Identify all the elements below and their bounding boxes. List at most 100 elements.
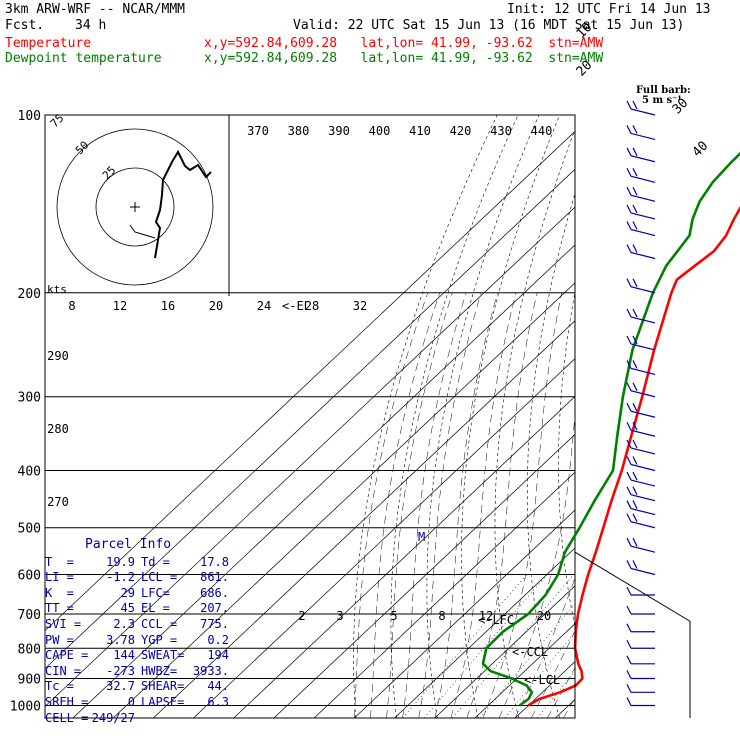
wind-barb: [626, 439, 656, 455]
wind-barb-feather: [632, 147, 638, 157]
hodograph-speed-label: 20: [209, 299, 223, 313]
parcel-info-cell: LI =: [45, 570, 74, 585]
wind-barb-staff: [630, 507, 656, 516]
wind-barb: [626, 204, 656, 220]
wind-barb-staff: [630, 367, 656, 376]
wind-barb-staff: [630, 251, 656, 260]
moist-adiabat: [547, 667, 575, 718]
wind-barb-feather: [626, 382, 632, 392]
parcel-info-row: K = 29 LFC= 686.: [45, 586, 230, 602]
hodograph-ring: [95, 167, 175, 247]
pressure-label: 700: [18, 608, 41, 623]
wind-barb-feather: [626, 402, 632, 412]
wind-barb-feather: [626, 221, 632, 230]
isotherm-label: 10: [574, 20, 596, 42]
hodograph-unit: kts: [47, 283, 67, 296]
parcel-info-cell: SHEAR=: [141, 679, 185, 694]
parcel-info-cell: 861.: [200, 570, 229, 585]
wind-barb: [626, 421, 656, 437]
dry-adiabat: [353, 115, 498, 718]
wind-barb-staff: [630, 175, 656, 183]
wind-barb-staff: [630, 410, 656, 418]
wind-barb-feather: [626, 308, 632, 318]
parcel-info-cell: -1.2: [106, 570, 135, 585]
ccl-marker: <-CCL: [512, 645, 548, 659]
parcel-info-cell: 3.78: [106, 632, 135, 647]
parcel-info-cell: 144: [113, 648, 135, 663]
parcel-info-cell: 0: [127, 694, 135, 709]
isotherm: [112, 282, 575, 718]
wind-barb-feather: [632, 100, 638, 110]
wind-legend-line2: 5 m s⁻¹: [642, 95, 682, 106]
wind-frame: [574, 551, 691, 718]
wind-barb-staff: [630, 228, 656, 237]
parcel-info-cell: 0.2: [207, 632, 229, 647]
wind-barb: [626, 471, 656, 487]
moist-adiabat: [402, 292, 467, 718]
forecast-hours: 34 h: [75, 18, 107, 33]
wind-barb-feather: [626, 639, 632, 649]
parcel-info-cell: 6.3: [207, 694, 229, 709]
wind-barb: [626, 278, 656, 294]
wind-barb: [626, 513, 656, 529]
moist-adiabat: [386, 292, 453, 718]
wind-barb-feather: [626, 471, 632, 481]
wind-barb-feather: [632, 513, 638, 523]
wind-barb-feather: [632, 360, 638, 369]
dry-adiabat: [558, 290, 575, 628]
parcel-info-cell: T =: [45, 554, 74, 569]
wind-barb: [626, 382, 656, 398]
wind-barb: [626, 308, 656, 324]
wind-barb-feather: [632, 308, 638, 318]
dry-adiabat: [461, 115, 560, 718]
parcel-info-cell: PW =: [45, 632, 74, 647]
wind-barb-feather: [632, 537, 638, 547]
dewpoint-profile: [481, 151, 740, 707]
parcel-info-cell: CELL =: [45, 710, 89, 725]
wind-barb-staff: [630, 494, 656, 502]
wind-barb-feather: [632, 421, 638, 431]
wind-barb-feather: [626, 125, 632, 134]
parcel-info-cell: 45: [120, 601, 135, 616]
moist-adiabat: [466, 292, 538, 718]
hodograph-ring-label: 50: [73, 139, 92, 158]
hodograph-speed-label: 8: [68, 299, 75, 313]
wind-barb-feather: [632, 471, 638, 481]
parcel-info-cell: 207.: [200, 601, 229, 616]
wind-barb-feather: [632, 221, 638, 230]
isotherm: [434, 585, 575, 718]
moist-adiabat: [514, 577, 575, 718]
parcel-info-row: CELL = 249/27: [45, 711, 230, 727]
isotherm: [72, 244, 575, 718]
pressure-label: 500: [18, 522, 41, 537]
wind-barb-staff: [630, 390, 656, 398]
wind-barb-staff: [630, 132, 656, 141]
isotherm: [394, 547, 575, 718]
isotherm-label: 20: [574, 58, 596, 80]
moist-adiabat: [596, 293, 740, 718]
wind-barb: [626, 639, 655, 649]
parcel-info-title: Parcel Info: [85, 537, 172, 552]
wind-barb-feather: [626, 605, 632, 615]
mixing-ratio-label: 12: [479, 609, 493, 623]
parcel-info-cell: -273: [106, 663, 135, 678]
mixing-ratio-label: 3: [336, 609, 343, 623]
valid-time: Valid: 22 UTC Sat 15 Jun 13 (16 MDT Sat …: [293, 18, 685, 33]
dewpoint-legend-info: x,y=592.84,609.28 lat,lon= 41.99, -93.62…: [204, 51, 604, 66]
hodograph-ring: [56, 128, 214, 286]
isotherm-label: 0: [576, 0, 592, 1]
parcel-info-cell: 3933.: [192, 663, 229, 678]
isotherm: [45, 168, 575, 670]
dewpoint-legend-label: Dewpoint temperature: [5, 51, 162, 66]
isotherm: [596, 115, 740, 718]
mixing-ratio-line: [402, 574, 528, 718]
pressure-label: 900: [18, 672, 41, 687]
parcel-info-cell: TT =: [45, 601, 74, 616]
wind-barb: [626, 623, 655, 633]
wind-barb-staff: [630, 286, 656, 294]
wind-barb: [626, 560, 656, 576]
wind-barb-feather: [626, 204, 632, 214]
wind-barb-feather: [626, 684, 632, 693]
theta-label: 380: [288, 124, 310, 138]
